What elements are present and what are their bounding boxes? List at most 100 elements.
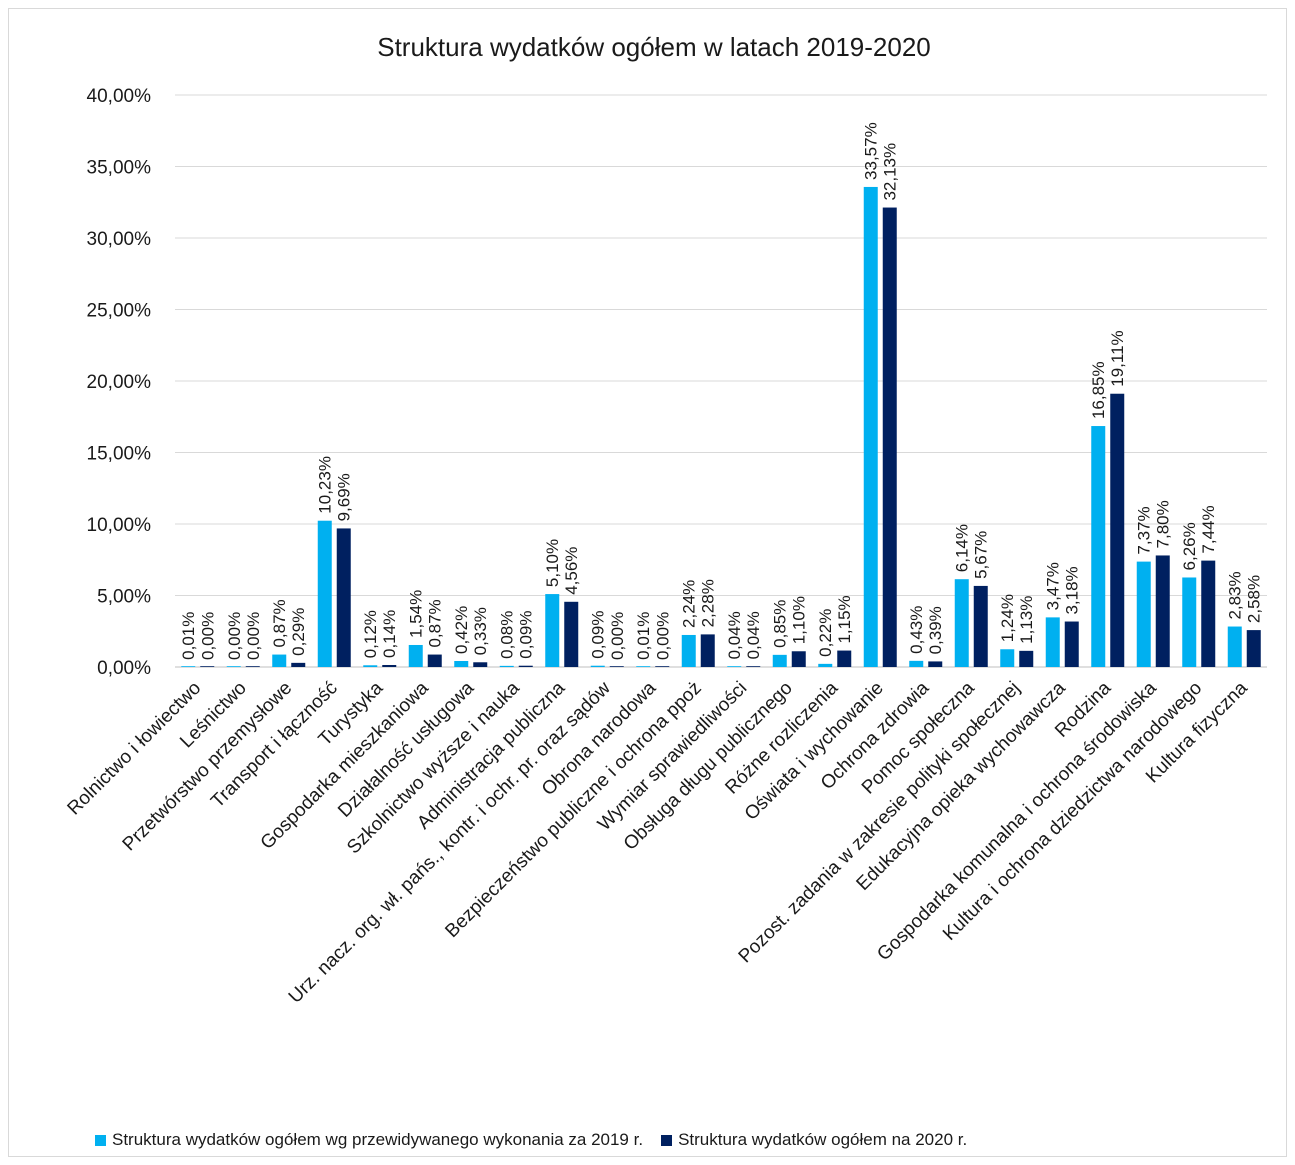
bars: [181, 186, 1261, 667]
bar-2019: [727, 666, 742, 667]
data-label: 0,14%: [380, 610, 399, 658]
bar-2020: [746, 666, 761, 667]
data-label: 9,69%: [335, 473, 354, 521]
y-tick-label: 40,00%: [87, 86, 152, 107]
data-label: 0,87%: [270, 599, 289, 647]
bar-2020: [609, 666, 624, 667]
y-tick-label: 30,00%: [87, 229, 152, 250]
data-labels: 0,01% 0,00% 0,87%10,23%0,12% 1,54% 0,42% 0,08…: [179, 122, 1264, 660]
y-axis-ticks: 0,00% 5,00% 10,00% 15,00% 20,00% 25,00% 30,00%…: [87, 86, 152, 679]
bar-2020: [1246, 630, 1261, 667]
legend-label-2019: Struktura wydatków ogółem wg przewidywan…: [112, 1130, 644, 1149]
y-tick-label: 20,00%: [87, 372, 152, 393]
chart-frame: [8, 8, 1287, 1157]
bar-2019: [1182, 577, 1197, 667]
data-label: 3,47%: [1044, 562, 1063, 610]
data-label: 0,12%: [361, 610, 380, 658]
legend-label-2020: Struktura wydatków ogółem na 2020 r.: [678, 1130, 968, 1149]
bar-2020: [336, 528, 351, 667]
data-label: 0,09%: [589, 611, 608, 659]
bar-2020: [655, 666, 670, 667]
legend-swatch-2020: [661, 1134, 673, 1146]
bar-2020: [382, 664, 397, 667]
bar-2020: [473, 662, 488, 667]
category-labels: Rolnictwo i łowiectwoLeśnictwoPrzetwórst…: [63, 677, 1252, 1007]
data-label: 16,85%: [1089, 361, 1108, 419]
bar-2019: [226, 666, 241, 667]
bar-2020: [245, 666, 260, 667]
y-tick-label: 5,00%: [97, 587, 151, 608]
data-label: 0,04%: [725, 611, 744, 659]
legend: Struktura wydatków ogółem wg przewidywan…: [95, 1127, 967, 1153]
bar-2020: [791, 651, 806, 667]
bar-2020: [1155, 555, 1170, 667]
bar-2020: [1110, 393, 1125, 667]
data-label: 1,15%: [835, 595, 854, 643]
data-label: 19,11%: [1108, 330, 1127, 386]
y-tick-label: 10,00%: [87, 515, 152, 536]
data-label: 32,13%: [881, 143, 900, 201]
data-label: 2,58%: [1245, 575, 1264, 623]
bar-2019: [1000, 649, 1015, 667]
legend-item-2020: Struktura wydatków ogółem na 2020 r.: [661, 1130, 967, 1150]
data-label: 33,57%: [862, 122, 881, 180]
bar-2020: [973, 585, 988, 667]
data-label: 2,28%: [699, 579, 718, 627]
bar-2020: [1201, 560, 1216, 667]
bar-2019: [1045, 617, 1060, 667]
bar-2019: [317, 520, 332, 667]
y-tick-label: 35,00%: [87, 158, 152, 179]
data-label: 5,10%: [543, 539, 562, 587]
data-label: 3,18%: [1063, 566, 1082, 614]
bar-2020: [564, 601, 579, 667]
bar-2020: [1019, 650, 1034, 667]
data-label: 0,08%: [498, 611, 517, 659]
bar-2020: [928, 661, 943, 667]
bar-2020: [427, 654, 442, 667]
legend-swatch-2019: [95, 1134, 106, 1146]
bar-2019: [545, 594, 560, 667]
data-label: 0,22%: [816, 609, 835, 657]
bar-2019: [1091, 426, 1106, 667]
bar-2020: [1064, 621, 1079, 667]
data-label: 1,13%: [1017, 596, 1036, 644]
data-label: 0,85%: [771, 600, 790, 648]
legend-item-2019: Struktura wydatków ogółem wg przewidywan…: [95, 1130, 643, 1150]
data-label: 7,37%: [1135, 506, 1154, 554]
data-label: 0,00%: [225, 612, 244, 660]
data-label: 0,00%: [608, 612, 627, 660]
data-label: 0,43%: [907, 606, 926, 654]
data-label: 0,01%: [179, 612, 198, 660]
data-label: 1,24%: [998, 594, 1017, 642]
data-label: 0,29%: [289, 608, 308, 656]
bar-2019: [272, 654, 287, 667]
bar-2019: [636, 666, 651, 667]
bar-2019: [954, 579, 969, 667]
data-label: 0,00%: [653, 612, 672, 660]
bar-2020: [200, 666, 215, 667]
bar-2019: [818, 663, 833, 667]
data-label: 4,56%: [562, 547, 581, 595]
bar-2019: [681, 634, 696, 667]
bar-2019: [408, 644, 423, 667]
data-label: 1,54%: [407, 590, 426, 638]
y-tick-label: 15,00%: [87, 444, 152, 465]
data-label: 0,00%: [198, 612, 217, 660]
bar-2019: [1227, 626, 1242, 667]
bar-2020: [882, 207, 897, 667]
data-label: 0,04%: [744, 611, 763, 659]
bar-2019: [499, 665, 514, 667]
gridlines: [175, 94, 1267, 668]
bar-2020: [700, 634, 715, 667]
data-label: 6,14%: [953, 524, 972, 572]
data-label: 0,42%: [452, 606, 471, 654]
data-label: 10,23%: [316, 456, 335, 514]
data-label: 7,80%: [1154, 500, 1173, 548]
bar-2020: [518, 665, 533, 667]
bar-2019: [454, 660, 469, 667]
bar-2019: [363, 665, 378, 667]
data-label: 2,24%: [680, 580, 699, 628]
y-tick-label: 25,00%: [87, 301, 152, 322]
bar-2019: [181, 666, 196, 667]
